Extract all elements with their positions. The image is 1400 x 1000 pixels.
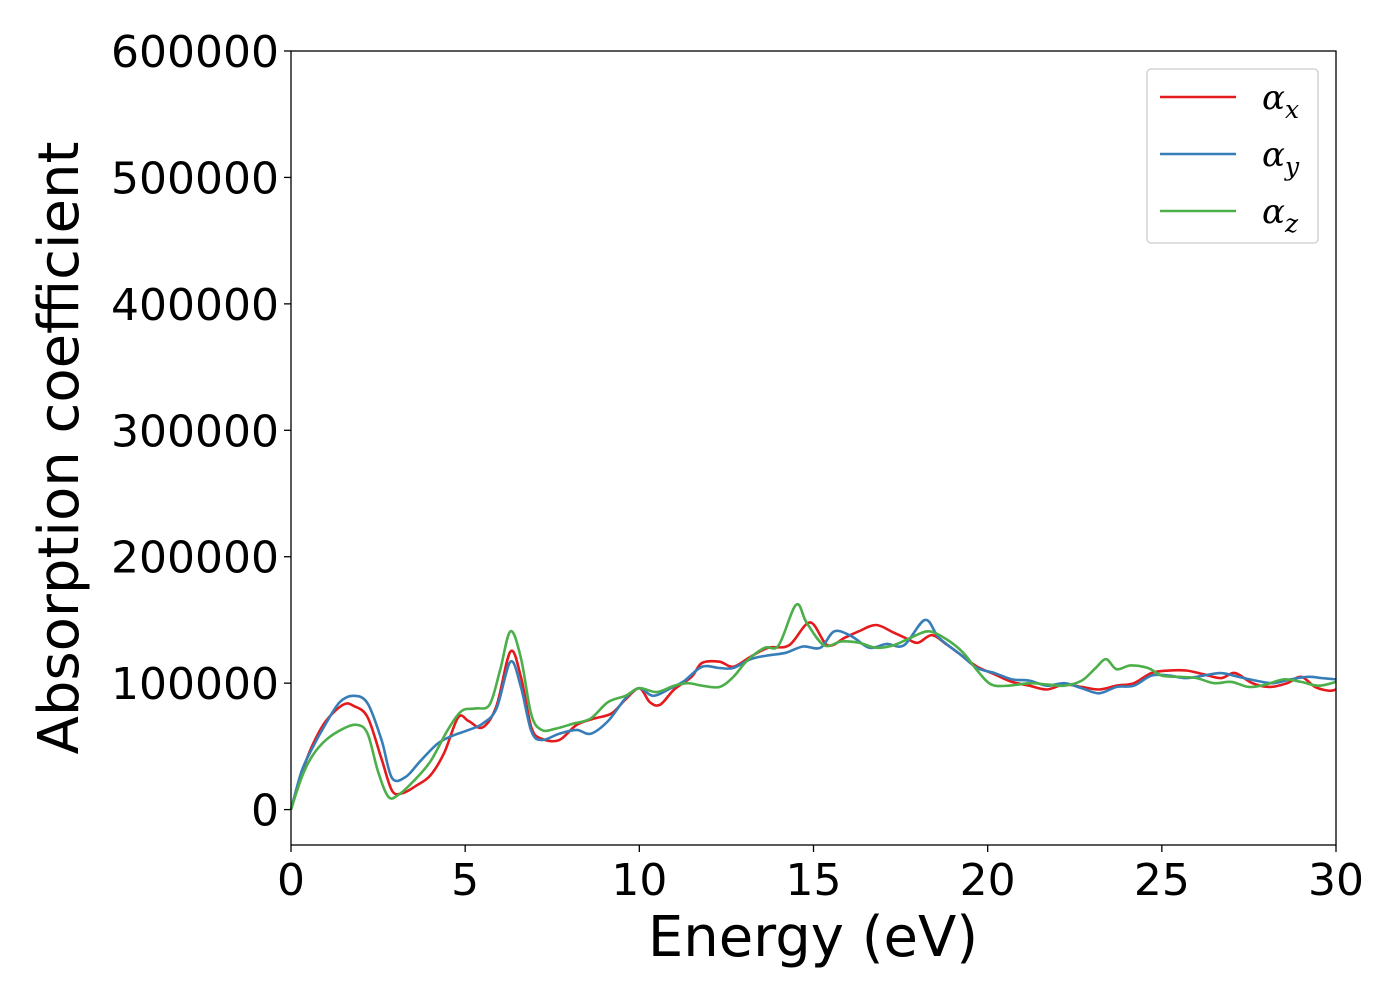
y-tick-label: 100000 [111, 659, 279, 710]
x-tick-label: 5 [451, 855, 479, 906]
y-tick-label: 300000 [111, 406, 279, 457]
y-tick-label: 0 [251, 786, 279, 837]
legend-label-x: αx [1262, 78, 1299, 124]
x-tick-label: 20 [960, 855, 1016, 906]
x-axis-ticks: 0 5 10 15 20 25 30 [277, 845, 1364, 906]
legend-label-y: αy [1262, 135, 1300, 181]
series-line-y [289, 618, 1337, 810]
legend: αx αy αz [1146, 68, 1319, 244]
y-axis-ticks: 0 100000 200000 300000 400000 500000 600000 [111, 27, 291, 837]
y-tick-label: 600000 [111, 27, 279, 78]
legend-label-z: αz [1262, 192, 1299, 238]
x-tick-label: 10 [611, 855, 667, 906]
y-tick-label: 500000 [111, 153, 279, 204]
y-axis-label: Absorption coefficient [27, 142, 92, 755]
x-axis-label: Energy (eV) [648, 905, 978, 970]
x-tick-label: 0 [277, 855, 305, 906]
y-tick-label: 200000 [111, 533, 279, 584]
legend-box [1146, 68, 1319, 244]
x-tick-label: 30 [1308, 855, 1364, 906]
x-tick-label: 25 [1134, 855, 1190, 906]
series-line-z [289, 602, 1337, 811]
series-layer [289, 602, 1337, 811]
x-tick-label: 15 [786, 855, 842, 906]
y-tick-label: 400000 [111, 280, 279, 331]
